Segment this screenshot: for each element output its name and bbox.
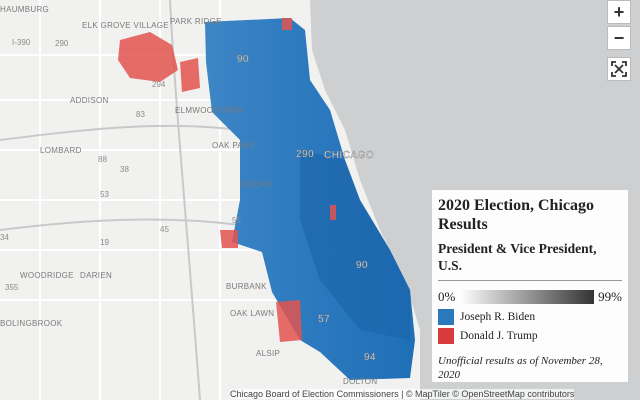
map-label: 290 [296,149,314,160]
fullscreen[interactable] [607,57,631,81]
map-label: DARIEN [80,271,112,280]
map-label: I-390 [12,38,31,47]
map-label: CHICAGO [324,150,374,161]
map-label: ELK GROVE VILLAGE [82,21,169,30]
map-label: 83 [136,110,145,119]
map-label: 45 [160,225,169,234]
map-label: OAK PARK [212,141,255,150]
map-label: OAK LAWN [230,309,274,318]
map-label: 55 [232,216,241,225]
scale-max: 99% [598,289,622,304]
legend-label: Joseph R. Biden [460,311,536,323]
map-label: HAUMBURG [0,5,49,14]
trump-areas [118,18,336,342]
map-label: ADDISON [70,96,109,105]
legend-title: 2020 Election, Chicago Results [438,197,594,233]
legend-entry: Joseph R. Biden [438,309,622,325]
map-label: BURBANK [226,282,267,291]
map-label: 19 [100,238,109,247]
legend-entry: Donald J. Trump [438,328,622,344]
map-label: 94 [364,352,376,363]
darker-area [300,150,410,340]
map-label: 34 [0,233,9,242]
zoom-in[interactable]: + [607,0,631,24]
legend: 2020 Election, Chicago Results President… [432,190,628,382]
map-label: BOLINGBROOK [0,319,63,328]
note: Unofficial results as of November 28, 20… [438,355,603,381]
map-label: 53 [100,190,109,199]
map-label: 290 [55,39,69,48]
map-label: 90 [356,260,368,271]
swatch [438,309,454,325]
map-label: CICERO [240,180,273,189]
scale-bar [459,290,595,304]
map-label: 57 [318,314,330,325]
map-label: 88 [98,155,107,164]
zoom-out[interactable]: − [607,26,631,50]
attribution: Chicago Board of Election Commissioners … [230,389,575,399]
scale: 0% 99% [438,289,622,305]
map-label: WOODRIDGE [20,271,74,280]
map-label: 294 [152,80,166,89]
map-label: DOLTON [343,377,377,386]
map-label: ELMWOOD PARK [175,106,245,115]
map-label: ALSIP [256,349,280,358]
scale-min: 0% [438,289,456,304]
swatch [438,328,454,344]
fullscreen-icon [611,61,627,77]
map-label: PARK RIDGE [170,17,222,26]
map-label: 355 [5,283,19,292]
legend-label: Donald J. Trump [460,330,538,342]
map-label: 90 [237,54,249,65]
map-label: 38 [120,165,129,174]
map-label: LOMBARD [40,146,82,155]
legend-subtitle: President & Vice President, U.S. [438,240,622,281]
